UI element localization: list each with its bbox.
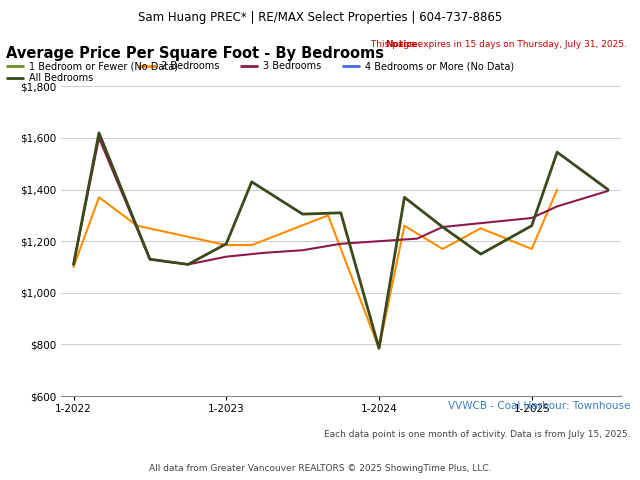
Text: 2 Bedrooms: 2 Bedrooms [161,61,219,71]
Text: VVWCB - Coal Harbour: Townhouse: VVWCB - Coal Harbour: Townhouse [448,401,630,411]
Text: Each data point is one month of activity. Data is from July 15, 2025.: Each data point is one month of activity… [324,430,630,439]
Text: Sam Huang PREC* | RE/MAX Select Properties | 604-737-8865: Sam Huang PREC* | RE/MAX Select Properti… [138,12,502,24]
Text: 3 Bedrooms: 3 Bedrooms [263,61,321,71]
Text: All Bedrooms: All Bedrooms [29,73,93,83]
Text: This page expires in 15 days on Thursday, July 31, 2025.: This page expires in 15 days on Thursday… [369,40,627,49]
Text: Notice:: Notice: [385,40,422,49]
Text: All data from Greater Vancouver REALTORS © 2025 ShowingTime Plus, LLC.: All data from Greater Vancouver REALTORS… [148,464,492,473]
Text: 4 Bedrooms or More (No Data): 4 Bedrooms or More (No Data) [365,61,515,71]
Text: 1 Bedroom or Fewer (No Data): 1 Bedroom or Fewer (No Data) [29,61,179,71]
Text: Average Price Per Square Foot - By Bedrooms: Average Price Per Square Foot - By Bedro… [6,46,385,60]
